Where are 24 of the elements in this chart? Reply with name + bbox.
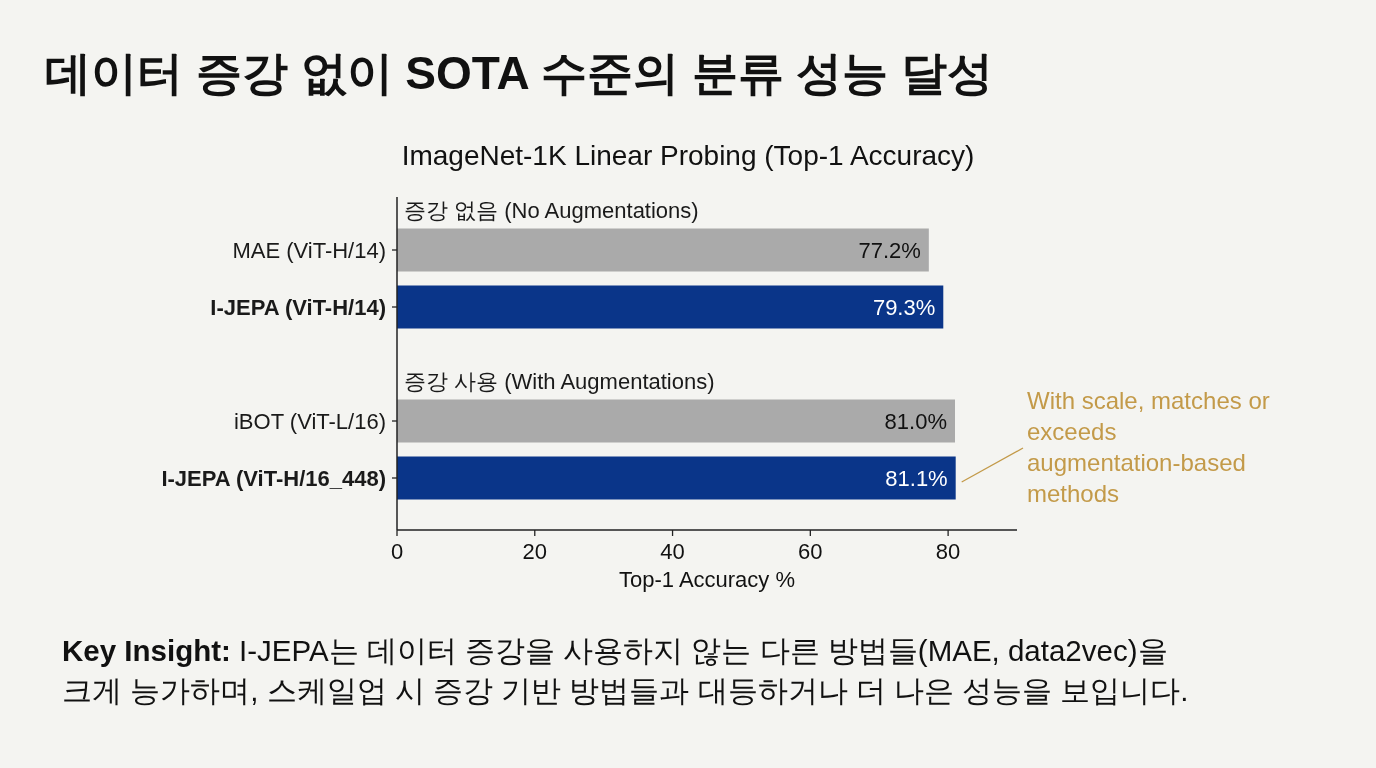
bar: [397, 399, 955, 443]
annotation: 증강 사용 (With Augmentations): [404, 368, 715, 394]
x-tick-label: 0: [390, 538, 404, 564]
y-tick-label: I-JEPA (ViT-H/16_448): [161, 465, 386, 491]
x-tick-label: 20: [522, 538, 548, 564]
y-tick-label: MAE (ViT-H/14): [232, 237, 386, 263]
annotation: 증강 없음 (No Augmentations): [404, 197, 699, 223]
data-label: 79.3%: [872, 294, 936, 320]
chart-subtitle: ImageNet-1K Linear Probing (Top-1 Accuracy): [401, 139, 975, 171]
x-tick-label: 80: [935, 538, 961, 564]
bar: [397, 228, 929, 272]
text: Key Insight: I-JEPA는 데이터 증강을 사용하지 않는 다른 방법들(MAE, data2vec)을 크게 능가하며, 스케일업 시 증강 기반 방법들과 대등하거나 더 나은 성능을 보입니다.: [62, 633, 1189, 707]
bar: [397, 285, 944, 329]
x-tick-label: 60: [798, 538, 823, 564]
x-axis-title: Top-1 Accuracy %: [618, 566, 796, 592]
bar: [397, 456, 956, 500]
chart-title: 데이터 증강 없이 SOTA 수준의 분류 성능 달성: [45, 47, 994, 99]
x-tick-label: 40: [660, 538, 685, 564]
data-label: 77.2%: [858, 237, 921, 263]
annotation: With scale, matches or exceeds augmentation-based methods: [1027, 387, 1270, 507]
y-tick-label: iBOT (ViT-L/16): [233, 408, 386, 434]
data-label: 81.1%: [885, 465, 948, 491]
y-tick-label: I-JEPA (ViT-H/14): [210, 294, 386, 320]
data-label: 81.0%: [884, 408, 947, 434]
